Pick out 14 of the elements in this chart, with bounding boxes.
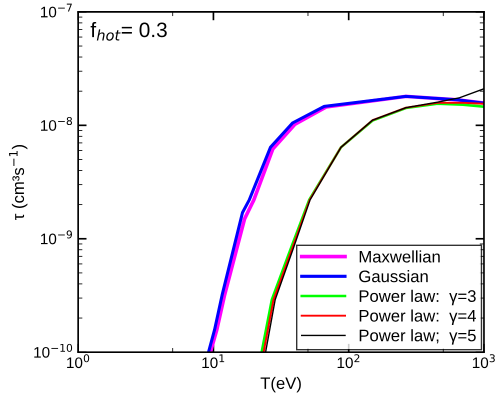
x-tick-label: 10$^{1}$ xyxy=(202,354,224,368)
x-tick-label: 10$^{3}$ xyxy=(472,354,495,368)
legend-label: Gaussian xyxy=(359,270,428,282)
legend-label: Power law; γ=5 xyxy=(360,329,476,345)
x-tick-label: 10$^{2}$ xyxy=(338,354,360,368)
y-axis-title: τ (cm³s$^{−1}$) xyxy=(9,145,28,220)
y-tick-label: 10$^{−8}$ xyxy=(41,116,72,131)
annotation: f$_{hot}$= 0.3 xyxy=(90,22,167,41)
y-tick-label: 10$^{−9}$ xyxy=(41,230,72,244)
legend-label: Power law: γ=3 xyxy=(360,290,476,306)
x-axis-title: T(eV) xyxy=(260,376,301,392)
y-tick-label: 10$^{−7}$ xyxy=(41,4,72,18)
legend-label: Power law: γ=4 xyxy=(360,309,476,325)
legend-label: Maxwellian xyxy=(360,250,440,263)
